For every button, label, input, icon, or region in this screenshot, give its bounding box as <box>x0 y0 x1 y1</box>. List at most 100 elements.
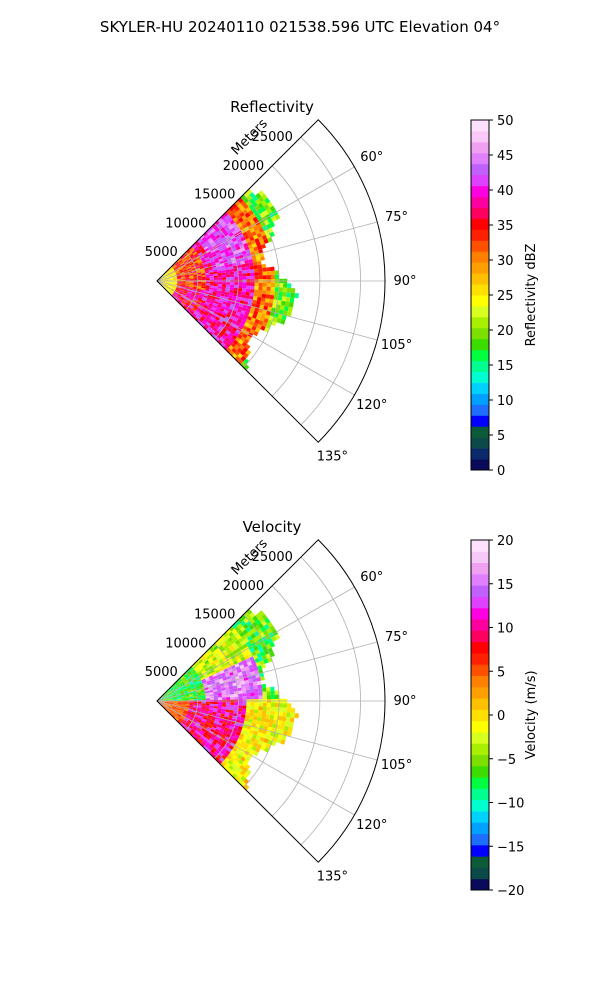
radar-cell <box>258 616 265 623</box>
radar-cell <box>182 257 187 262</box>
radar-cell <box>200 316 205 322</box>
radar-cell <box>276 724 281 730</box>
azimuth-tick-label: 90° <box>393 274 416 289</box>
radar-cell <box>199 265 204 268</box>
radar-cell <box>235 321 241 327</box>
radar-cell <box>294 293 299 299</box>
radar-cell <box>193 284 198 286</box>
radar-cell <box>203 293 209 297</box>
radar-cell <box>237 623 244 629</box>
radar-cell <box>204 690 210 694</box>
radar-cell <box>197 670 202 675</box>
radar-cell <box>209 281 214 284</box>
radar-cell <box>212 709 218 713</box>
radar-cell <box>270 282 276 288</box>
radar-cell <box>252 654 259 660</box>
range-tick-label: 10000 <box>165 216 206 231</box>
radar-cell <box>234 663 240 668</box>
radar-cell <box>196 734 202 739</box>
radar-cell <box>283 725 289 732</box>
radar-cell <box>212 713 217 717</box>
radar-cell <box>190 683 195 687</box>
radar-cell <box>197 697 202 699</box>
radar-cell <box>220 267 226 271</box>
radar-cell <box>254 250 260 255</box>
radar-cell <box>164 282 169 284</box>
radar-cell <box>204 290 209 293</box>
radar-cell <box>160 277 165 280</box>
radar-cell <box>189 724 194 728</box>
radar-cell <box>244 731 250 737</box>
radar-cell <box>169 267 173 271</box>
radar-cell <box>242 745 248 751</box>
radar-cell <box>238 702 243 706</box>
radar-cell <box>209 705 214 708</box>
radar-cell <box>218 738 224 744</box>
radar-cell <box>243 662 249 668</box>
radar-cell <box>209 696 214 699</box>
radar-cell <box>182 677 187 682</box>
radar-cell <box>238 759 244 765</box>
radar-cell <box>252 299 257 304</box>
radar-cell <box>232 216 239 223</box>
radar-cell <box>225 647 231 652</box>
radar-cell <box>227 759 233 766</box>
radar-cell <box>233 304 239 309</box>
radar-cell <box>252 742 259 748</box>
radar-cell <box>207 296 212 300</box>
radar-cell <box>290 292 295 298</box>
radar-cell <box>253 292 259 297</box>
radar-cell <box>173 699 178 701</box>
radar-cell <box>176 286 181 289</box>
radar-cell <box>209 274 214 277</box>
radar-cell <box>211 306 217 311</box>
radar-cell <box>175 263 180 267</box>
radar-cell <box>252 615 259 622</box>
radar-cell <box>199 255 205 259</box>
radar-cell <box>201 693 206 696</box>
radar-cell <box>170 268 174 272</box>
radar-cell <box>173 712 178 716</box>
radar-cell <box>225 733 231 738</box>
radar-cell <box>285 716 291 723</box>
radar-cell <box>193 672 198 677</box>
radar-cell <box>172 704 177 706</box>
radar-cell <box>214 259 220 264</box>
radar-cell <box>221 734 226 739</box>
radar-cell <box>190 294 196 297</box>
radar-cell <box>187 678 192 683</box>
radar-cell <box>209 659 214 664</box>
radar-cell <box>206 306 212 311</box>
radar-cell <box>179 718 184 722</box>
radar-cell <box>266 286 271 291</box>
radar-cell <box>224 670 230 675</box>
radar-cell <box>192 251 198 256</box>
radar-cell <box>240 247 246 252</box>
radar-cell <box>196 690 201 694</box>
radar-cell <box>201 669 206 674</box>
radar-cell <box>163 273 168 277</box>
radar-cell <box>228 712 234 716</box>
radar-cell <box>286 292 291 298</box>
radar-cell <box>190 309 195 314</box>
azimuth-gridline <box>156 221 378 282</box>
radar-cell <box>249 192 256 199</box>
radar-cell <box>203 683 208 687</box>
radar-cell <box>244 742 250 748</box>
radar-cell <box>200 721 205 726</box>
range-tick-label: 20000 <box>223 579 264 594</box>
radar-cell <box>232 293 238 297</box>
radar-cell <box>240 740 246 746</box>
radar-cell <box>191 266 196 270</box>
radar-cell <box>204 270 210 274</box>
radar-cell <box>189 284 194 287</box>
radar-cell <box>238 315 244 321</box>
radar-cell <box>232 759 239 766</box>
radar-cell <box>167 286 172 289</box>
radar-cell <box>226 754 232 760</box>
radar-cell <box>266 275 271 280</box>
radar-cell <box>230 342 237 348</box>
radar-cell <box>265 294 271 299</box>
radar-cell <box>246 229 252 235</box>
radar-cell <box>241 761 248 768</box>
